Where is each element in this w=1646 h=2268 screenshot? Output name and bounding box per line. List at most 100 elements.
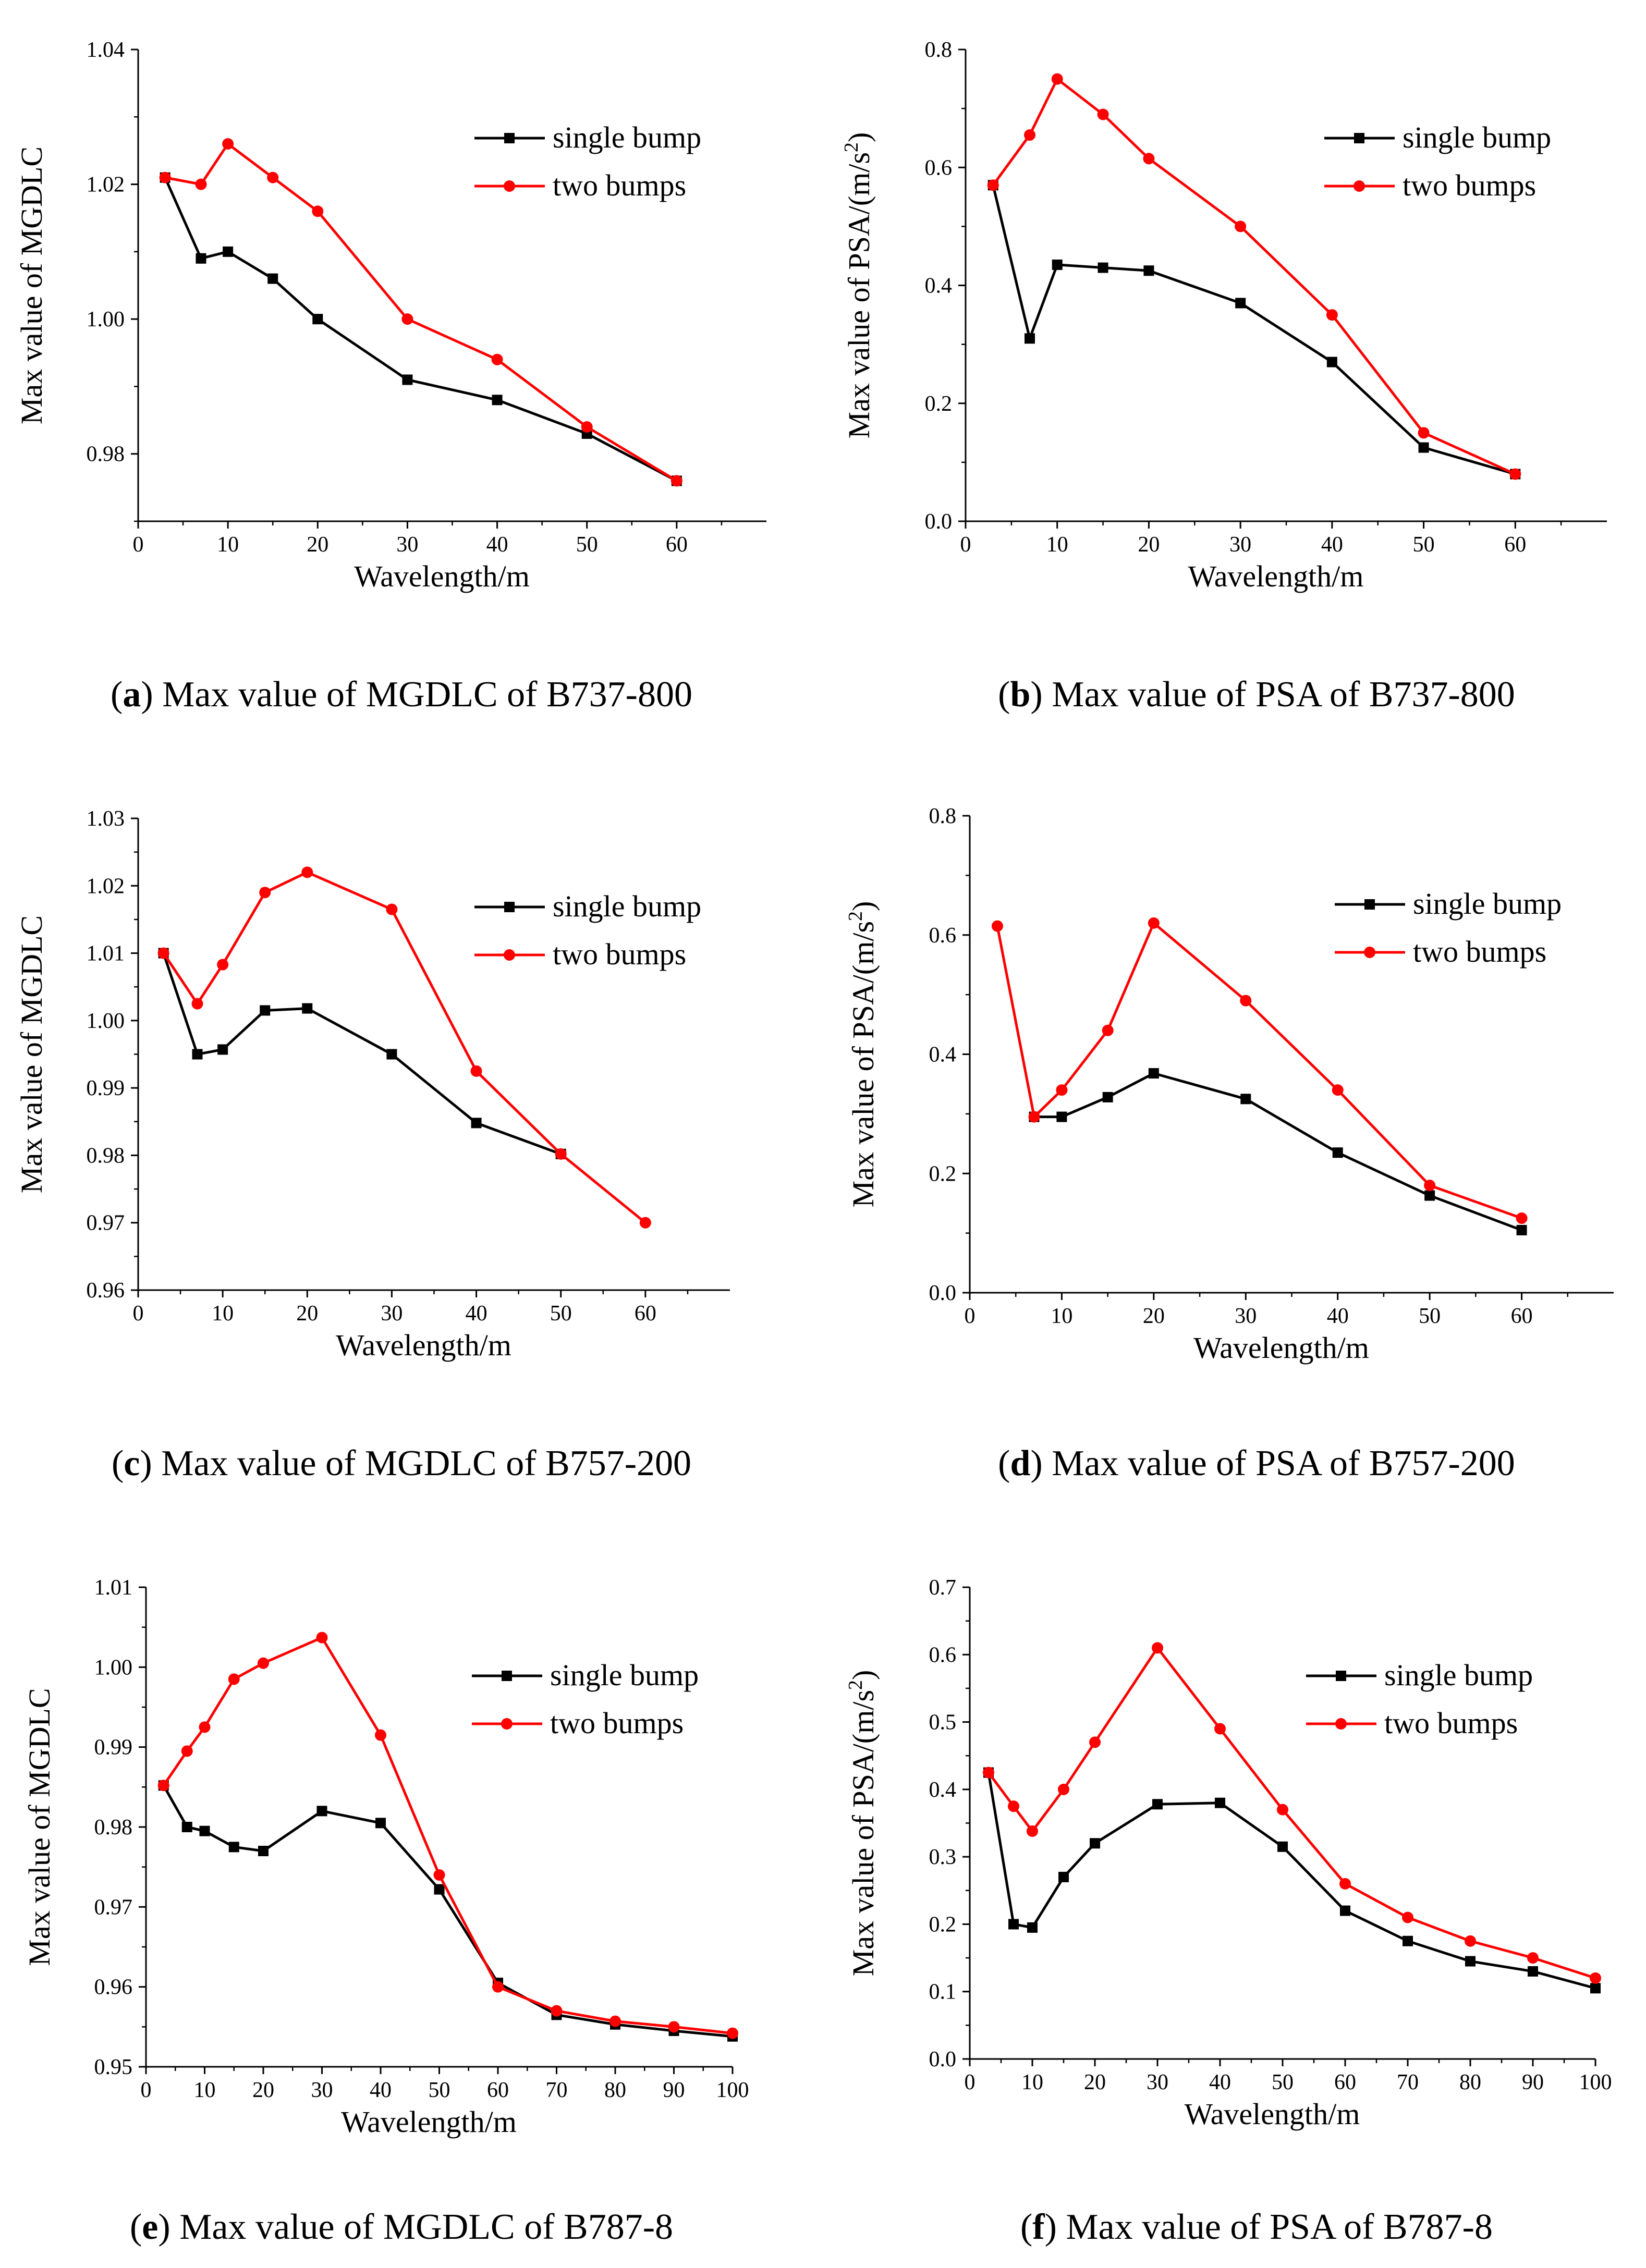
data-point-single-bump	[217, 1044, 228, 1055]
data-point-two-bumps	[259, 887, 271, 899]
caption-letter: d	[1010, 1443, 1030, 1484]
series-line-single-bump	[987, 1772, 1596, 1990]
caption-open-paren: (	[130, 2207, 142, 2247]
data-point-two-bumps	[157, 947, 169, 959]
data-point-single-bump	[1102, 1092, 1113, 1102]
caption-letter: b	[1010, 675, 1030, 715]
x-tick-label: 100	[1579, 2070, 1612, 2094]
y-tick-label: 1.04	[87, 38, 125, 62]
x-axis-title: Wavelength/m	[1185, 2097, 1360, 2131]
y-axis-title: Max value of PSA/(m/s2)	[845, 901, 880, 1208]
data-point-two-bumps	[1058, 1783, 1069, 1795]
x-tick-label: 30	[1147, 2070, 1168, 2094]
legend-marker-single-bump	[504, 133, 515, 143]
legend-marker-two-bumps	[1335, 1718, 1347, 1730]
legend-marker-two-bumps	[1364, 947, 1375, 958]
x-tick-label: 50	[1419, 1304, 1441, 1328]
y-tick-label: 0.6	[929, 924, 957, 948]
data-point-single-bump	[312, 314, 323, 325]
y-tick-label: 0.96	[87, 1279, 125, 1303]
data-point-two-bumps	[217, 959, 229, 971]
x-tick-label: 10	[212, 1302, 234, 1326]
data-point-two-bumps	[159, 171, 171, 183]
data-point-two-bumps	[375, 1729, 386, 1741]
series-line-single-bump	[1034, 1072, 1522, 1232]
x-axis-title: Wavelength/m	[354, 559, 530, 593]
data-point-single-bump	[1215, 1797, 1225, 1808]
legend-label-two-bumps: two bumps	[553, 937, 686, 971]
caption-text: Max value of PSA of B737-800	[1043, 675, 1515, 715]
data-point-two-bumps	[1028, 1111, 1040, 1123]
data-point-single-bump	[1090, 1838, 1100, 1849]
data-point-single-bump	[302, 1003, 313, 1014]
x-tick-label: 90	[1522, 2070, 1544, 2094]
data-point-two-bumps	[991, 920, 1003, 932]
y-axis-title: Max value of PSA/(m/s2)	[840, 132, 876, 439]
y-tick-label: 0.8	[925, 38, 953, 62]
data-point-two-bumps	[191, 998, 203, 1010]
chart-panel-d: 0 10 20 30 40 50 60 0.0 0.2 0.4 0.6 0.8 Wavelength/m…	[845, 804, 1614, 1484]
x-tick-label: 40	[1321, 533, 1343, 557]
legend-label-two-bumps: two bumps	[1384, 1706, 1518, 1740]
caption-open-paren: (	[998, 675, 1010, 715]
y-tick-label: 0.99	[87, 1076, 125, 1100]
caption-open-paren: (	[1020, 2207, 1032, 2247]
y-tick-label: 0.4	[929, 1043, 957, 1067]
y-tick-label: 0.98	[87, 1144, 125, 1168]
legend-label-two-bumps: two bumps	[1413, 935, 1546, 969]
x-tick-label: 30	[396, 533, 418, 557]
data-point-single-bump	[199, 1825, 210, 1836]
legend-marker-two-bumps	[501, 1718, 513, 1730]
y-tick-label: 0.97	[94, 1895, 133, 1919]
data-point-two-bumps	[491, 353, 503, 365]
chart-panel-f: 0 10 20 30 40 50 60 70 80 90 100 0.0 0.1 0.2 0.3 0.4 0.5…	[845, 1576, 1612, 2247]
caption-close-paren: )	[1030, 1443, 1042, 1484]
data-point-two-bumps	[1089, 1736, 1101, 1748]
y-tick-label: 0.98	[87, 443, 125, 467]
x-tick-label: 0	[960, 533, 971, 557]
y-axis-title-main: Max value of PSA/(m/s	[846, 1690, 880, 1976]
chart-panel-c: 0 10 20 30 40 50 60 0.96 0.97 0.98 0.99 1.00 1.01 1.0…	[15, 807, 730, 1484]
x-tick-label: 60	[1504, 533, 1526, 557]
x-tick-label: 20	[1084, 2070, 1106, 2094]
data-point-two-bumps	[1143, 153, 1155, 165]
x-axis-title: Wavelength/m	[336, 1328, 511, 1362]
legend-marker-single-bump	[1354, 133, 1364, 143]
x-axis-title: Wavelength/m	[1193, 1331, 1369, 1365]
y-axis-title-main: Max value of PSA/(m/s	[842, 152, 876, 438]
x-tick-label: 80	[1459, 2070, 1481, 2094]
caption-letter: c	[124, 1443, 140, 1484]
legend-label-single-bump: single bump	[550, 1658, 699, 1692]
panel-caption: (e) Max value of MGDLC of B787-8	[130, 2207, 673, 2247]
data-point-single-bump	[1098, 262, 1108, 273]
x-tick-label: 40	[1327, 1304, 1349, 1328]
caption-open-paren: (	[111, 675, 123, 715]
legend-marker-single-bump	[502, 1671, 512, 1681]
y-tick-label: 1.02	[87, 874, 125, 898]
data-point-two-bumps	[1332, 1084, 1344, 1096]
data-point-single-bump	[1056, 1111, 1067, 1122]
y-tick-label: 0.2	[925, 392, 953, 416]
legend-label-two-bumps: two bumps	[553, 168, 686, 202]
data-point-two-bumps	[555, 1148, 567, 1160]
data-point-single-bump	[434, 1884, 445, 1895]
y-tick-label: 1.01	[87, 942, 125, 966]
panel-caption: (b) Max value of PSA of B737-800	[998, 675, 1515, 715]
x-tick-label: 10	[1051, 1304, 1072, 1328]
x-tick-label: 20	[1138, 533, 1160, 557]
y-tick-label: 0.6	[929, 1643, 957, 1667]
data-point-two-bumps	[1056, 1084, 1068, 1096]
x-tick-label: 20	[307, 533, 328, 557]
y-tick-label: 0.0	[929, 1281, 957, 1305]
y-axis-title: Max value of MGDLC	[15, 915, 48, 1193]
x-tick-label: 0	[141, 2078, 152, 2102]
chart-panel-b: 0 10 20 30 40 50 60 0.0 0.2 0.4 0.6 0.8 Wavelength/m…	[840, 38, 1607, 715]
legend-marker-two-bumps	[1354, 180, 1365, 192]
legend-marker-single-bump	[1364, 899, 1375, 910]
y-axis-title-end: )	[846, 1670, 880, 1680]
legend-marker-two-bumps	[504, 180, 515, 192]
data-point-two-bumps	[1418, 427, 1430, 439]
data-point-two-bumps	[312, 205, 324, 217]
y-tick-label: 0.0	[929, 2048, 957, 2071]
data-point-single-bump	[1027, 1922, 1038, 1933]
